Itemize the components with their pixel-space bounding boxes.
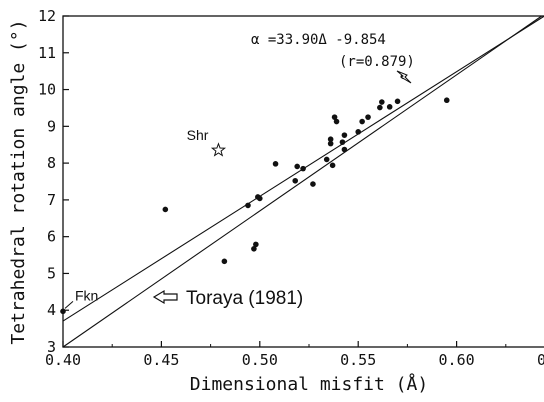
x-tick-label: 0.65	[537, 351, 544, 369]
y-tick-label: 11	[38, 44, 56, 62]
y-tick-label: 12	[38, 7, 56, 25]
data-points	[60, 73, 450, 315]
arrow-left-icon	[152, 289, 178, 305]
data-point	[377, 104, 383, 111]
y-axis-label: Tetrahedral rotation angle (°)	[8, 19, 29, 344]
x-tick-label: 0.50	[242, 351, 278, 369]
r-value-annotation: (r=0.879)	[339, 54, 415, 70]
data-point	[329, 162, 336, 169]
y-tick-label: 8	[47, 154, 56, 172]
data-point	[300, 165, 306, 172]
label-leader-line	[64, 300, 74, 309]
x-tick-label: 0.55	[340, 351, 376, 369]
data-point	[294, 163, 300, 170]
star-icon	[210, 142, 227, 157]
y-tick-label: 7	[47, 191, 56, 209]
x-axis-label: Dimensional misfit (Å)	[190, 373, 428, 395]
y-ticks: 3 4 5 6 7 8 9 10 11 12	[38, 7, 69, 356]
x-tick-label: 0.40	[45, 351, 81, 369]
data-point	[365, 114, 371, 120]
data-point	[359, 118, 365, 125]
data-point	[443, 97, 450, 104]
data-point	[394, 98, 401, 105]
data-point	[339, 139, 346, 145]
y-tick-label: 9	[47, 117, 56, 135]
data-point	[221, 258, 228, 265]
data-point	[386, 104, 393, 110]
reference-label: Toraya (1981)	[186, 288, 303, 309]
data-point	[272, 161, 279, 167]
data-point	[292, 177, 299, 184]
data-point	[331, 114, 338, 120]
special-point-label: Shr	[187, 127, 209, 143]
data-point	[379, 99, 385, 105]
fit-lines	[62, 15, 544, 348]
y-tick-label: 4	[47, 301, 56, 319]
data-point	[310, 181, 316, 187]
x-tick-label: 0.60	[439, 351, 475, 369]
data-point	[60, 308, 66, 315]
y-tick-label: 3	[47, 338, 56, 356]
y-tick-label: 10	[38, 81, 56, 99]
data-point	[257, 195, 263, 202]
y-tick-label: 5	[47, 264, 56, 282]
data-point	[333, 118, 340, 125]
point-label: Fkn	[75, 287, 98, 303]
data-point	[327, 140, 334, 147]
data-point	[341, 132, 348, 138]
special-points: Shr Fkn	[64, 127, 227, 309]
data-point	[162, 206, 169, 213]
data-point	[355, 129, 362, 135]
data-point	[251, 246, 257, 252]
x-ticks: 0.40 0.45 0.50 0.55 0.60 0.65	[45, 341, 544, 369]
data-point	[245, 202, 251, 209]
equation-annotation: α =33.90Δ -9.854	[251, 32, 386, 48]
x-tick-label: 0.45	[143, 351, 179, 369]
fit-line	[62, 15, 543, 348]
data-point	[341, 146, 348, 153]
data-point	[323, 156, 330, 163]
y-tick-label: 6	[47, 228, 56, 246]
data-point	[327, 136, 334, 143]
arrow-pointer-icon	[396, 70, 412, 84]
data-point	[253, 241, 259, 248]
